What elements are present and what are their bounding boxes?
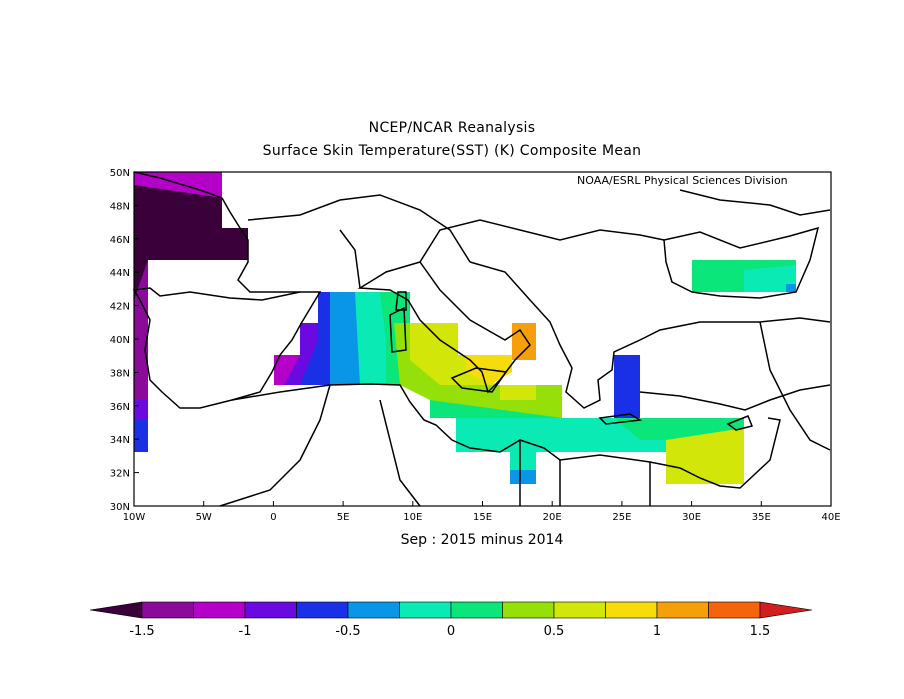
- lat-tick-label: 50N: [110, 168, 130, 179]
- lat-tick-label: 40N: [110, 335, 130, 346]
- colorbar: -1.5 -1 -0.5 0 0.5 1 1.5: [89, 601, 813, 639]
- lon-tick-label: 35E: [752, 512, 771, 523]
- lat-tick-label: 48N: [110, 201, 130, 212]
- lat-tick-label: 34N: [110, 435, 130, 446]
- lon-tick-label: 20E: [543, 512, 562, 523]
- field-biscay-dark: [134, 185, 248, 300]
- lat-tick-label: 42N: [110, 302, 130, 313]
- lon-tick-label: 30E: [682, 512, 701, 523]
- colorbar-label: -0.5: [335, 624, 360, 639]
- colorbar-label: 1: [653, 624, 661, 639]
- field-gulf-sirte-blue: [510, 470, 536, 484]
- colorbar-label: 1.5: [750, 624, 771, 639]
- chart-title: NCEP/NCAR Reanalysis: [368, 120, 536, 136]
- lat-tick-label: 32N: [110, 469, 130, 480]
- colorbar-label: 0: [447, 624, 455, 639]
- lon-tick-label: 10W: [123, 512, 146, 523]
- coastlines: [132, 171, 831, 507]
- colorbar-label: 0.5: [544, 624, 565, 639]
- lon-tick-label: 10E: [403, 512, 422, 523]
- lon-axis: 10W 5W 0 5E 10E 15E 20E 25E 30E 35E 40E: [123, 501, 841, 523]
- field-blacksea-teal: [744, 265, 796, 292]
- field-adriatic-orange: [512, 323, 536, 360]
- colorbar-label: -1.5: [129, 624, 154, 639]
- colorbar-swatch: [708, 601, 761, 619]
- field-aegean-blue: [614, 355, 640, 418]
- lat-tick-label: 44N: [110, 268, 130, 279]
- colorbar-swatch: [450, 601, 503, 619]
- colorbar-swatch: [347, 601, 400, 619]
- lat-tick-label: 38N: [110, 368, 130, 379]
- colorbar-swatch: [296, 601, 349, 619]
- colorbar-min-arrow: [89, 601, 143, 619]
- colorbar-swatch: [244, 601, 297, 619]
- lon-tick-label: 0: [270, 512, 276, 523]
- colorbar-swatch: [605, 601, 658, 619]
- colorbar-swatch: [502, 601, 555, 619]
- lon-tick-label: 15E: [473, 512, 492, 523]
- field-atlantic-west-cyan: [134, 420, 148, 452]
- lon-tick-label: 5W: [196, 512, 212, 523]
- colorbar-swatch: [656, 601, 709, 619]
- lon-tick-label: 25E: [612, 512, 631, 523]
- lat-tick-label: 30N: [110, 502, 130, 513]
- period-label: Sep : 2015 minus 2014: [400, 532, 564, 548]
- anomaly-field: [134, 172, 796, 484]
- lat-tick-label: 46N: [110, 235, 130, 246]
- lat-tick-label: 36N: [110, 402, 130, 413]
- lon-tick-label: 5E: [337, 512, 350, 523]
- colorbar-swatch: [141, 601, 194, 619]
- field-atlantic-west-blue: [134, 400, 148, 420]
- colorbar-label: -1: [239, 624, 252, 639]
- field-ionian-yellow: [500, 385, 536, 400]
- lat-axis: 50N 48N 46N 44N 42N 40N 38N 36N 34N 32N 30N: [110, 168, 139, 513]
- chart-subtitle: Surface Skin Temperature(SST) (K) Compos…: [262, 143, 642, 159]
- credit-label: NOAA/ESRL Physical Sciences Division: [577, 174, 788, 187]
- field-blacksea-blue: [786, 284, 796, 292]
- colorbar-swatch: [399, 601, 452, 619]
- colorbar-swatch: [553, 601, 606, 619]
- colorbar-swatch: [193, 601, 246, 619]
- colorbar-max-arrow: [759, 601, 813, 619]
- lon-tick-label: 40E: [821, 512, 840, 523]
